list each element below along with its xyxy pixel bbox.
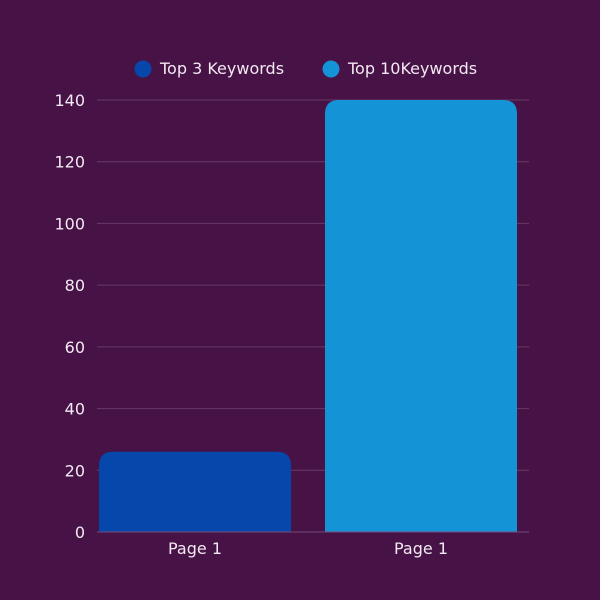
x-axis: Page 1 Page 1 (97, 531, 529, 558)
y-tick-label: 60 (65, 338, 85, 357)
legend-label: Top 10Keywords (347, 59, 477, 78)
y-axis: 0 20 40 60 80 100 120 140 (54, 91, 85, 542)
chart-bars (99, 100, 517, 532)
bar-top-3-keywords (99, 451, 291, 532)
legend-marker (322, 60, 340, 78)
y-tick-label: 0 (75, 523, 85, 542)
y-tick-label: 140 (54, 91, 85, 110)
y-tick-label: 120 (54, 153, 85, 172)
x-tick-label: Page 1 (168, 539, 222, 558)
chart-legend: Top 3 Keywords Top 10Keywords (134, 59, 477, 78)
y-tick-label: 40 (65, 400, 85, 419)
y-tick-label: 20 (65, 461, 85, 480)
legend-marker (134, 60, 152, 78)
y-tick-label: 100 (54, 214, 85, 233)
chart-grid (97, 99, 529, 471)
y-tick-label: 80 (65, 276, 85, 295)
x-tick-label: Page 1 (394, 539, 448, 558)
bar-top-10-keywords (325, 100, 517, 532)
legend-label: Top 3 Keywords (159, 59, 284, 78)
